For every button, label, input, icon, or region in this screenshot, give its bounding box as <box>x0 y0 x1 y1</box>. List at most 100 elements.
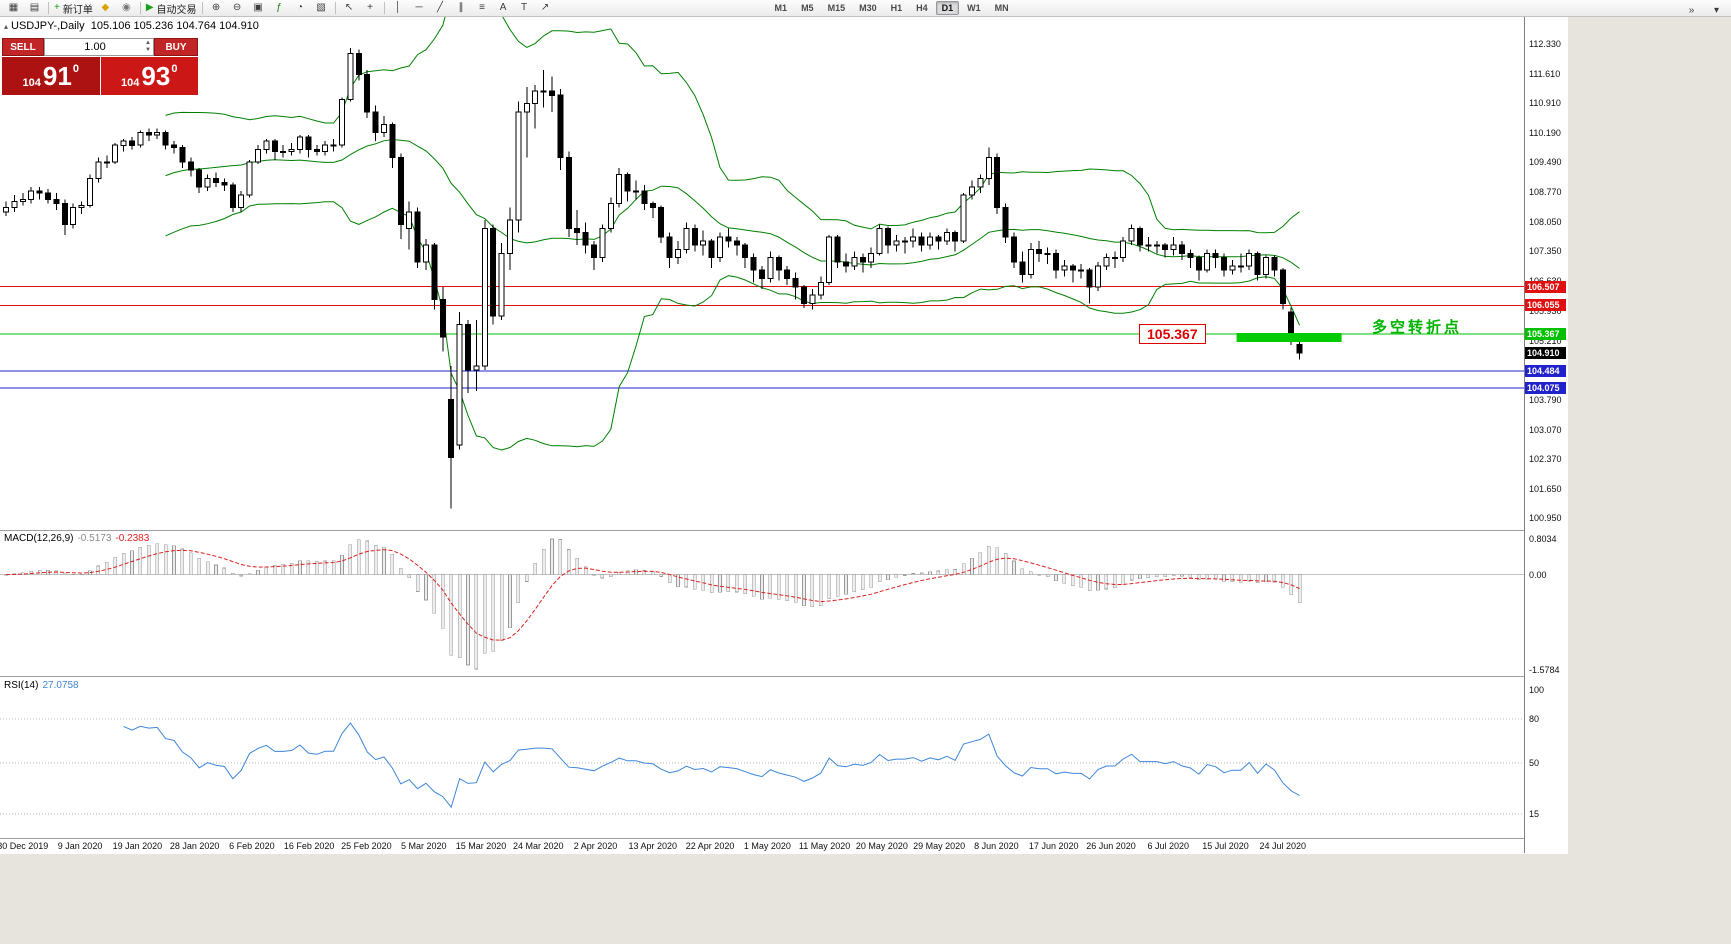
fibonacci-icon[interactable]: ≡ <box>472 0 493 17</box>
buy-price-display[interactable]: 104 93 0 <box>100 57 198 95</box>
price-marker: 105.367 <box>1525 328 1566 341</box>
label-icon[interactable]: T <box>514 0 535 17</box>
toolbar-overflow: » ▾ <box>1681 2 1727 19</box>
date-label: 30 Dec 2019 <box>0 841 49 851</box>
price-axis-label: 108.770 <box>1529 187 1562 198</box>
macd-indicator-chart[interactable] <box>0 531 1524 676</box>
lot-decrease-icon[interactable]: ▼ <box>145 47 151 53</box>
timeframe-m30[interactable]: M30 <box>859 3 877 13</box>
one-click-trading-panel: SELL ▲ ▼ BUY 104 91 0 104 93 0 <box>2 38 198 95</box>
empty-right-panel <box>1569 17 1731 944</box>
rsi-panel-background <box>0 677 1524 839</box>
chart-title: ▴ USDJPY-,Daily 105.106 105.236 104.764 1… <box>4 20 259 32</box>
price-axis-label: 110.910 <box>1529 98 1561 109</box>
price-axis-label: 110.190 <box>1529 128 1561 139</box>
buy-button[interactable]: BUY <box>154 38 198 56</box>
date-label: 28 Jan 2020 <box>169 841 220 851</box>
price-marker: 106.507 <box>1525 280 1566 293</box>
timeframe-h4[interactable]: H4 <box>916 3 928 13</box>
price-axis-label: 102.370 <box>1529 453 1562 464</box>
cursor-icon[interactable]: ↖ <box>339 0 360 17</box>
rsi-value: 27.0758 <box>42 680 79 691</box>
autotrading-button-label: 自动交易 <box>156 4 197 16</box>
text-icon[interactable]: A <box>493 0 514 17</box>
price-axis-label: 111.610 <box>1529 68 1561 79</box>
autotrading-button[interactable]: ▶ 自动交易 <box>144 0 199 17</box>
panel-separator[interactable] <box>0 530 1568 531</box>
zoom-in-icon[interactable]: ⊕ <box>206 0 227 17</box>
timeframe-m15[interactable]: M15 <box>827 3 846 13</box>
chart-profiles-icon[interactable]: ▤ <box>24 0 45 17</box>
price-axis-label: 100.950 <box>1529 513 1562 523</box>
toolbar-more-icon[interactable]: » <box>1688 5 1695 16</box>
templates-icon[interactable]: ▧ <box>311 0 332 17</box>
price-marker: 106.055 <box>1525 299 1566 312</box>
macd-signal-value: -0.2383 <box>115 533 150 544</box>
sell-button[interactable]: SELL <box>2 38 44 56</box>
price-axis-label: 105.210 <box>1529 335 1562 346</box>
timeframe-m5[interactable]: M5 <box>801 3 814 13</box>
macd-axis-label: -1.5784 <box>1529 665 1560 675</box>
arrows-icon[interactable]: ↗ <box>535 0 556 17</box>
price-axis[interactable]: 112.330 111.610 110.910 110.190 109.490 108.7… <box>1525 17 1568 853</box>
metaeditor-icon[interactable]: ◆ <box>95 0 116 17</box>
date-label: 15 Jul 2020 <box>1202 841 1249 851</box>
timeframe-d1[interactable]: D1 <box>935 1 960 15</box>
price-axis-label: 109.490 <box>1529 157 1562 168</box>
toolbar-menu-icon[interactable]: ▾ <box>1713 5 1720 16</box>
tile-windows-icon[interactable]: ▣ <box>248 0 269 17</box>
market-icon[interactable]: ◉ <box>116 0 137 17</box>
timeframe-m1[interactable]: M1 <box>774 3 788 13</box>
vertical-line-icon[interactable]: │ <box>388 0 409 17</box>
metaeditor-icon: ◆ <box>101 2 110 13</box>
date-label: 15 Mar 2020 <box>455 841 507 851</box>
lot-size-field[interactable]: ▲ ▼ <box>44 38 154 56</box>
toolbar-separator <box>201 2 203 14</box>
rsi-indicator-chart[interactable] <box>0 677 1524 839</box>
rsi-name: RSI(14) <box>4 680 39 691</box>
lot-size-input[interactable] <box>45 40 153 54</box>
trendline-icon[interactable]: ╱ <box>430 0 451 17</box>
panel-separator[interactable] <box>0 676 1568 677</box>
buy-price-base: 104 <box>121 77 140 89</box>
axis-separator <box>1524 17 1525 853</box>
time-axis[interactable]: 30 Dec 2019 9 Jan 2020 19 Jan 2020 28 Jan 2… <box>0 839 1568 855</box>
zoom-in-icon: ⊕ <box>211 2 221 13</box>
date-label: 11 May 2020 <box>798 841 851 851</box>
main-price-chart[interactable] <box>0 17 1524 530</box>
periods-icon[interactable]: ◔ <box>290 0 311 17</box>
indicators-icon[interactable]: ƒ <box>269 0 290 17</box>
turning-point-note[interactable]: 多空转折点 <box>1372 319 1463 336</box>
horizontal-line-icon[interactable]: ─ <box>409 0 430 17</box>
chart-ohlc-values: 105.106 105.236 104.764 104.910 <box>90 20 259 32</box>
one-click-toggle-icon[interactable]: ▴ <box>4 22 9 31</box>
zoom-out-icon[interactable]: ⊖ <box>227 0 248 17</box>
timeframe-mn[interactable]: MN <box>994 3 1009 13</box>
new-order-button: + <box>54 2 60 13</box>
new-chart-icon[interactable]: ▦ <box>3 0 24 17</box>
lot-increase-icon[interactable]: ▲ <box>145 40 151 46</box>
date-label: 24 Jul 2020 <box>1259 841 1307 851</box>
sell-price-display[interactable]: 104 91 0 <box>2 57 100 95</box>
timeframe-group: M1 M5 M15 M30 H1 H4 D1 W1 MN <box>768 1 1016 15</box>
templates-icon: ▧ <box>316 2 326 13</box>
toolbar-separator <box>383 2 385 14</box>
crosshair-icon[interactable]: + <box>360 0 381 17</box>
new-chart-icon: ▦ <box>8 2 19 13</box>
channel-icon[interactable]: ∥ <box>451 0 472 17</box>
toolbar-separator <box>48 2 49 14</box>
label-icon: T <box>520 2 528 13</box>
support-price-label[interactable]: 105.367 <box>1139 324 1206 344</box>
trendline-icon: ╱ <box>437 2 444 13</box>
timeframe-h1[interactable]: H1 <box>890 3 903 13</box>
date-label: 17 Jun 2020 <box>1028 841 1079 851</box>
date-label: 16 Feb 2020 <box>283 841 335 851</box>
date-label: 26 Jun 2020 <box>1086 841 1136 851</box>
new-order-button[interactable]: + 新订单 <box>52 0 95 17</box>
rsi-axis-label: 100 <box>1529 685 1545 695</box>
price-axis-label: 112.330 <box>1529 39 1561 49</box>
price-axis-label: 103.790 <box>1529 394 1562 405</box>
date-label: 29 May 2020 <box>913 841 966 851</box>
rsi-axis-label: 80 <box>1529 714 1540 725</box>
timeframe-w1[interactable]: W1 <box>967 3 981 13</box>
